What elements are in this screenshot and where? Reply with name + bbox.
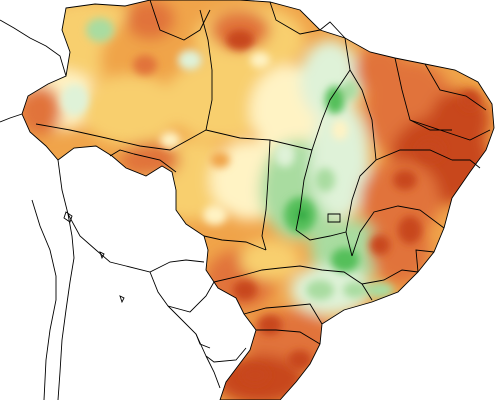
anomaly-patch-surplus [342, 80, 358, 100]
border-para-maranhao [321, 37, 351, 121]
border-argentina [167, 305, 247, 363]
anomaly-patch-near-normal [332, 120, 348, 140]
border-acre [109, 149, 135, 157]
coast-chile [31, 199, 57, 400]
anomaly-patch-strong-deficit [226, 30, 254, 50]
border-rn-pb [424, 63, 487, 111]
border-amapa [269, 1, 321, 35]
anomaly-patch-surplus [366, 282, 394, 298]
border-pe [409, 119, 491, 141]
border-peru-bolivia [57, 159, 205, 273]
anomaly-patch-strong-deficit [393, 170, 417, 190]
border-mg-ba [351, 205, 445, 257]
anomaly-patch-deficit [125, 0, 175, 40]
anomaly-patch-surplus [343, 282, 367, 298]
anomaly-patch-surplus [315, 168, 335, 192]
anomaly-patch-near-normal [160, 132, 180, 148]
anomaly-patch-slight-surplus [178, 50, 202, 70]
anomaly-patch-strong-deficit [258, 315, 282, 335]
border-argentina-south [195, 333, 211, 349]
anomaly-patch-surplus [306, 280, 334, 300]
anomaly-patch-deficit [360, 160, 440, 240]
anomaly-patch-surplus [86, 18, 114, 42]
border-sc [256, 329, 321, 345]
border-bolivia-paraguay [149, 271, 215, 313]
border-df [327, 213, 341, 223]
border-roraima [149, 0, 211, 41]
border-peru-north [0, 113, 23, 123]
lake-titicaca [63, 211, 73, 223]
border-ms [203, 235, 267, 251]
state-borders [21, 0, 495, 400]
border-pr [243, 303, 323, 325]
border-sp [279, 265, 373, 301]
border-go-mg [295, 229, 353, 257]
coast-north-guiana [319, 21, 346, 39]
anomaly-patch-slight-deficit [240, 240, 300, 280]
anomaly-patch-strong-surplus [331, 248, 359, 272]
lake-island-2 [119, 295, 125, 304]
border-uruguay [205, 355, 221, 389]
anomaly-patch-deficit [133, 55, 157, 75]
border-mg-rj [361, 269, 419, 285]
anomaly-patch-slight-deficit [165, 60, 275, 140]
anomaly-patch-moderate-deficit [210, 152, 230, 168]
anomaly-patch-strong-deficit [241, 365, 269, 385]
anomaly-patch-slight-surplus [275, 143, 295, 167]
border-ms-south [213, 267, 281, 283]
border-mt-rondonia [133, 153, 177, 173]
anomaly-patch-near-normal [250, 52, 270, 68]
anomaly-patch-strong-deficit [460, 90, 480, 110]
border-es [415, 249, 435, 273]
anomaly-patch-deficit [22, 85, 62, 135]
anomaly-patch-strong-deficit [398, 216, 422, 244]
border-amazonas-para [199, 9, 213, 131]
border-colombia-venezuela [0, 19, 67, 77]
anomaly-patch-strong-surplus [325, 86, 345, 114]
border-mt-para [205, 129, 313, 151]
border-pi [349, 69, 377, 161]
anomaly-patch-strong-deficit [233, 280, 257, 300]
border-tocantins [295, 119, 323, 231]
anomaly-patch-near-normal [203, 205, 227, 225]
lake-island-1 [99, 251, 105, 260]
border-amazonas-south [35, 123, 207, 151]
border-al-se [452, 159, 481, 169]
border-mt-go [261, 139, 271, 251]
coast-chile-inner [57, 213, 75, 400]
anomaly-patch-strong-deficit [288, 350, 312, 370]
anomaly-patch-strong-deficit [370, 235, 390, 255]
anomaly-patch-slight-surplus [61, 84, 89, 116]
anomaly-patch-slight-deficit [80, 75, 180, 145]
